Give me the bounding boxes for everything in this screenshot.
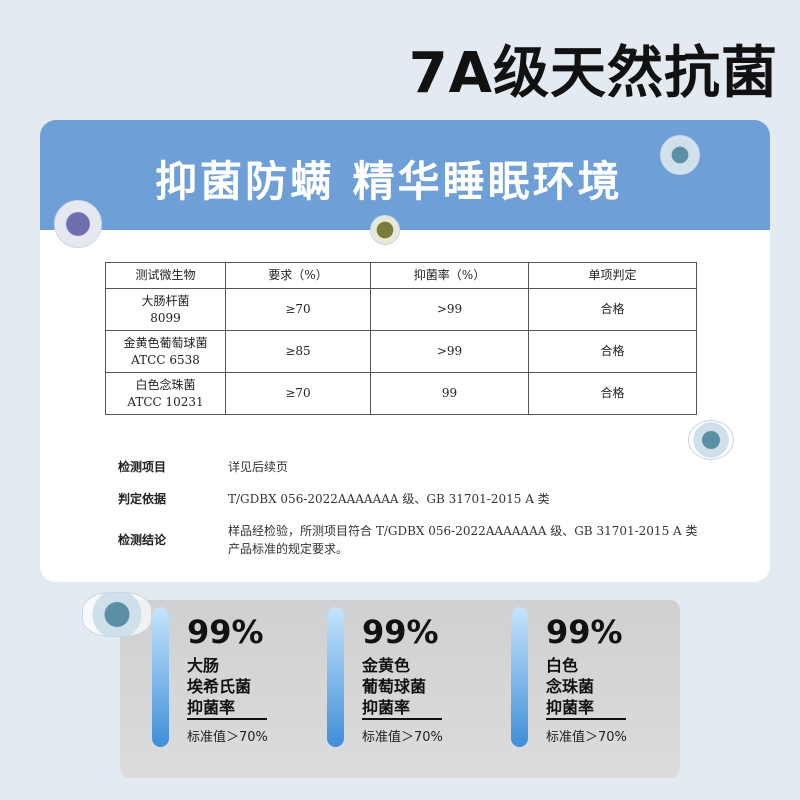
info-label: 检测项目 <box>118 460 167 474</box>
rate-cell: 99 <box>370 372 529 415</box>
divider <box>546 718 626 720</box>
main-title: 7A级天然抗菌 <box>408 41 778 106</box>
stat-standard: 标准值＞70% <box>546 730 627 745</box>
info-value: 样品经检验，所测项目符合 T/GDBX 056-2022AAAAAAA 级、GB… <box>228 524 698 556</box>
table-header-row: 测试微生物 要求（%） 抑菌率（%） 单项判定 <box>105 262 697 289</box>
info-label: 判定依据 <box>118 492 167 506</box>
gradient-bar <box>152 607 169 747</box>
rate-cell: >99 <box>370 330 529 373</box>
result-cell: 合格 <box>528 372 697 415</box>
table-row: 白色念珠菌 ATCC 10231 ≥70 99 合格 <box>105 372 697 415</box>
capsule-icon <box>54 200 102 248</box>
info-row: 检测结论 样品经检验，所测项目符合 T/GDBX 056-2022AAAAAAA … <box>118 522 698 558</box>
column-header: 测试微生物 <box>105 262 226 289</box>
organism-code: ATCC 6538 <box>131 352 200 367</box>
divider <box>362 718 442 720</box>
organism-name: 白色念珠菌 <box>135 377 196 392</box>
results-table: 测试微生物 要求（%） 抑菌率（%） 单项判定 大肠杆菌 8099 ≥70 >99… <box>105 262 697 415</box>
column-header: 单项判定 <box>528 262 697 289</box>
virus-icon <box>82 592 152 637</box>
gradient-bar <box>327 607 344 747</box>
stat-percent: 99% <box>362 613 439 651</box>
virus-icon <box>688 420 734 460</box>
requirement-cell: ≥85 <box>225 330 371 373</box>
organism-code: 8099 <box>150 310 181 325</box>
stat-standard: 标准值＞70% <box>362 730 443 745</box>
bacteria-icon <box>370 215 400 245</box>
divider <box>187 718 267 720</box>
virus-icon <box>660 135 700 175</box>
column-header: 要求（%） <box>225 262 371 289</box>
test-report-card: 抑菌防螨 精华睡眠环境 测试微生物 要求（%） 抑菌率（%） 单项判定 大肠杆菌… <box>40 120 770 582</box>
result-cell: 合格 <box>528 288 697 331</box>
stat-label: 白色 念珠菌 抑菌率 <box>546 656 595 717</box>
organism-cell: 大肠杆菌 8099 <box>105 288 226 331</box>
rate-cell: >99 <box>370 288 529 331</box>
stat-standard: 标准值＞70% <box>187 730 268 745</box>
report-info: 检测项目 详见后续页 判定依据 T/GDBX 056-2022AAAAAAA 级、G… <box>118 458 698 572</box>
result-cell: 合格 <box>528 330 697 373</box>
stat-percent: 99% <box>546 613 623 651</box>
stat-percent: 99% <box>187 613 264 651</box>
requirement-cell: ≥70 <box>225 288 371 331</box>
info-label: 检测结论 <box>118 533 167 547</box>
info-row: 判定依据 T/GDBX 056-2022AAAAAAA 级、GB 31701-20… <box>118 490 698 508</box>
column-header: 抑菌率（%） <box>370 262 529 289</box>
organism-cell: 金黄色葡萄球菌 ATCC 6538 <box>105 330 226 373</box>
subtitle: 抑菌防螨 精华睡眠环境 <box>155 157 623 206</box>
requirement-cell: ≥70 <box>225 372 371 415</box>
info-value: T/GDBX 056-2022AAAAAAA 级、GB 31701-2015 A… <box>228 492 550 506</box>
table-row: 大肠杆菌 8099 ≥70 >99 合格 <box>105 288 697 331</box>
organism-name: 金黄色葡萄球菌 <box>123 335 208 350</box>
info-row: 检测项目 详见后续页 <box>118 458 698 476</box>
stat-label: 金黄色 葡萄球菌 抑菌率 <box>362 656 427 717</box>
info-value: 详见后续页 <box>228 460 289 474</box>
stat-label: 大肠 埃希氏菌 抑菌率 <box>187 656 252 717</box>
header-band: 抑菌防螨 精华睡眠环境 <box>40 120 770 230</box>
organism-cell: 白色念珠菌 ATCC 10231 <box>105 372 226 415</box>
stats-panel: 99% 大肠 埃希氏菌 抑菌率 标准值＞70% 99% 金黄色 葡萄球菌 抑菌率 标准值… <box>82 592 680 778</box>
organism-name: 大肠杆菌 <box>141 293 190 308</box>
table-row: 金黄色葡萄球菌 ATCC 6538 ≥85 >99 合格 <box>105 330 697 373</box>
gradient-bar <box>511 607 528 747</box>
organism-code: ATCC 10231 <box>127 394 204 409</box>
